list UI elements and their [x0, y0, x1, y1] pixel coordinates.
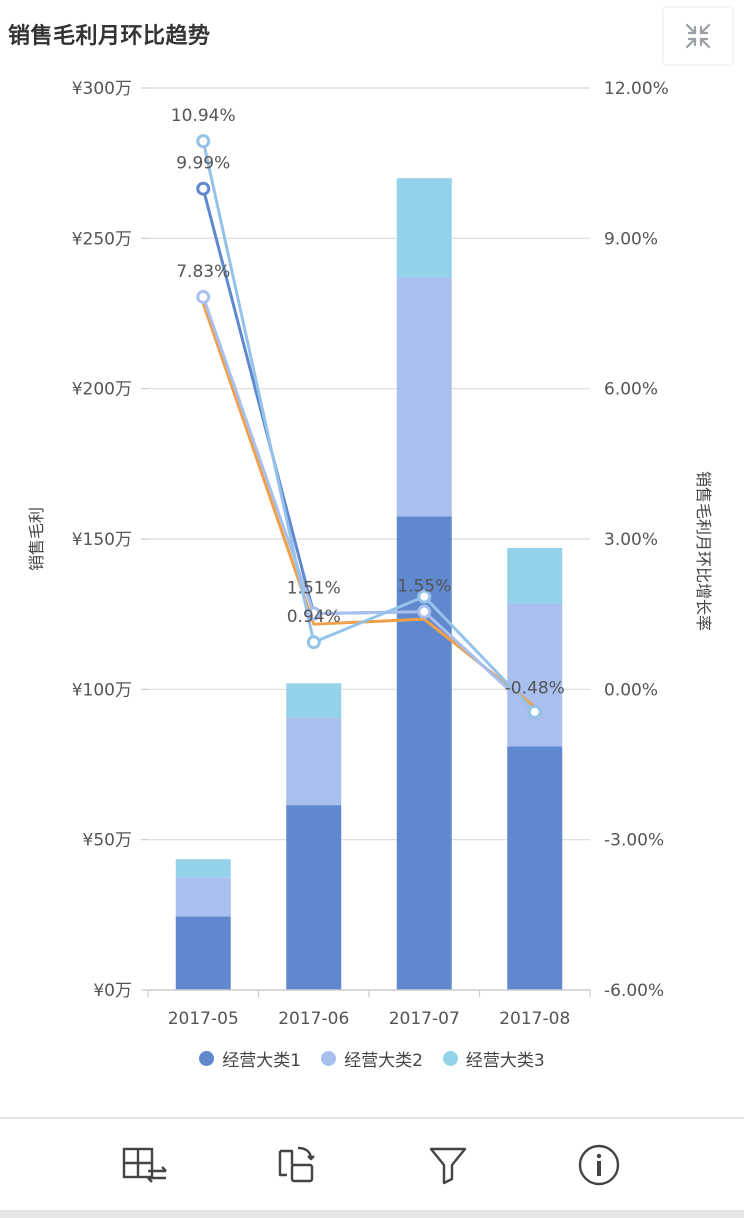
bar-segment-2 — [396, 277, 452, 517]
rotate-chart-icon — [278, 1146, 315, 1182]
y-left-tick-label: ¥100万 — [72, 680, 132, 700]
x-tick-label: 2017-06 — [278, 1009, 349, 1029]
line-point-2 — [417, 604, 432, 619]
bar-segment-3 — [396, 178, 452, 278]
y-left-tick-label: ¥0万 — [93, 981, 132, 1001]
page-title: 销售毛利月环比趋势 — [8, 24, 211, 49]
chart-canvas: ¥300万 ¥250万 ¥200万 ¥150万 ¥100万 ¥50万 ¥0万 12.00% 9.… — [27, 79, 713, 1029]
y-right-tick-label: -3.00% — [604, 831, 664, 851]
line-point-3 — [306, 635, 321, 650]
data-label: 1.51% — [287, 579, 341, 599]
y-left-tick-label: ¥300万 — [72, 79, 132, 99]
y-right-tick-label: -6.00% — [604, 981, 664, 1001]
info-icon — [578, 1144, 619, 1185]
y-right-tick-label: 3.00% — [604, 530, 658, 550]
y-right-axis-title: 销售毛利月环比增长率 — [694, 471, 713, 631]
line-series-3 — [201, 140, 536, 713]
bar-segment-1 — [507, 746, 563, 990]
bar-segment-3 — [286, 683, 342, 718]
bar-segment-3 — [175, 859, 231, 878]
y-right-tick-label: 0.00% — [604, 680, 658, 700]
y-left-tick-label: ¥250万 — [72, 229, 132, 249]
y-right-tick-label: 6.00% — [604, 380, 658, 400]
data-label: -0.48% — [505, 678, 565, 698]
legend-label: 经营大类1 — [222, 1051, 302, 1071]
line-point-3 — [196, 134, 211, 149]
legend-label: 经营大类3 — [465, 1051, 545, 1071]
filter-icon — [429, 1147, 466, 1184]
y-right-tick-label: 12.00% — [604, 79, 669, 99]
x-tick-label: 2017-08 — [499, 1009, 570, 1029]
line-series-2 — [201, 296, 536, 715]
chart-legend: 经营大类1 经营大类2 经营大类3 — [0, 1046, 744, 1071]
data-label: 0.94% — [287, 607, 341, 627]
bar-segment-2 — [175, 877, 231, 917]
bottom-edge — [0, 1210, 744, 1218]
data-label: 7.83% — [176, 262, 230, 282]
bottom-toolbar — [0, 1117, 744, 1210]
legend-dot — [442, 1051, 458, 1066]
legend-dot — [199, 1051, 215, 1066]
data-label: 1.55% — [397, 577, 451, 597]
y-left-axis-title: 销售毛利 — [27, 507, 46, 571]
y-left-tick-label: ¥50万 — [83, 831, 132, 851]
legend-label: 经营大类2 — [344, 1051, 423, 1071]
bar-segment-2 — [286, 717, 342, 806]
line-point-3 — [527, 704, 542, 719]
y-left-tick-label: ¥200万 — [72, 380, 132, 400]
legend-dot — [321, 1051, 337, 1066]
collapse-button[interactable] — [664, 8, 732, 64]
collapse-arrows-icon — [685, 23, 711, 49]
y-right-tick-label: 9.00% — [604, 229, 658, 249]
x-tick-label: 2017-05 — [168, 1009, 239, 1029]
line-point-2 — [196, 289, 211, 304]
x-tick-label: 2017-07 — [389, 1009, 460, 1029]
legend-item-2[interactable]: 经营大类2 — [321, 1046, 423, 1071]
bar-segment-1 — [286, 805, 342, 990]
data-label: 9.99% — [176, 154, 230, 174]
bar-segment-1 — [175, 916, 231, 990]
line-point-2 — [306, 606, 321, 621]
data-label: 10.94% — [171, 106, 236, 126]
line-point-3 — [417, 589, 432, 604]
y-left-tick-label: ¥150万 — [72, 530, 132, 550]
table-swap-icon — [122, 1147, 167, 1183]
bar-segment-3 — [507, 548, 563, 604]
line-point-1 — [196, 181, 211, 196]
legend-item-1[interactable]: 经营大类1 — [199, 1046, 301, 1071]
info-button[interactable] — [571, 1137, 627, 1193]
filter-button[interactable] — [420, 1137, 476, 1193]
rotate-chart-button[interactable] — [269, 1137, 325, 1193]
bar-segment-2 — [507, 603, 563, 747]
legend-item-3[interactable]: 经营大类3 — [442, 1046, 545, 1071]
pivot-button[interactable] — [118, 1137, 174, 1193]
